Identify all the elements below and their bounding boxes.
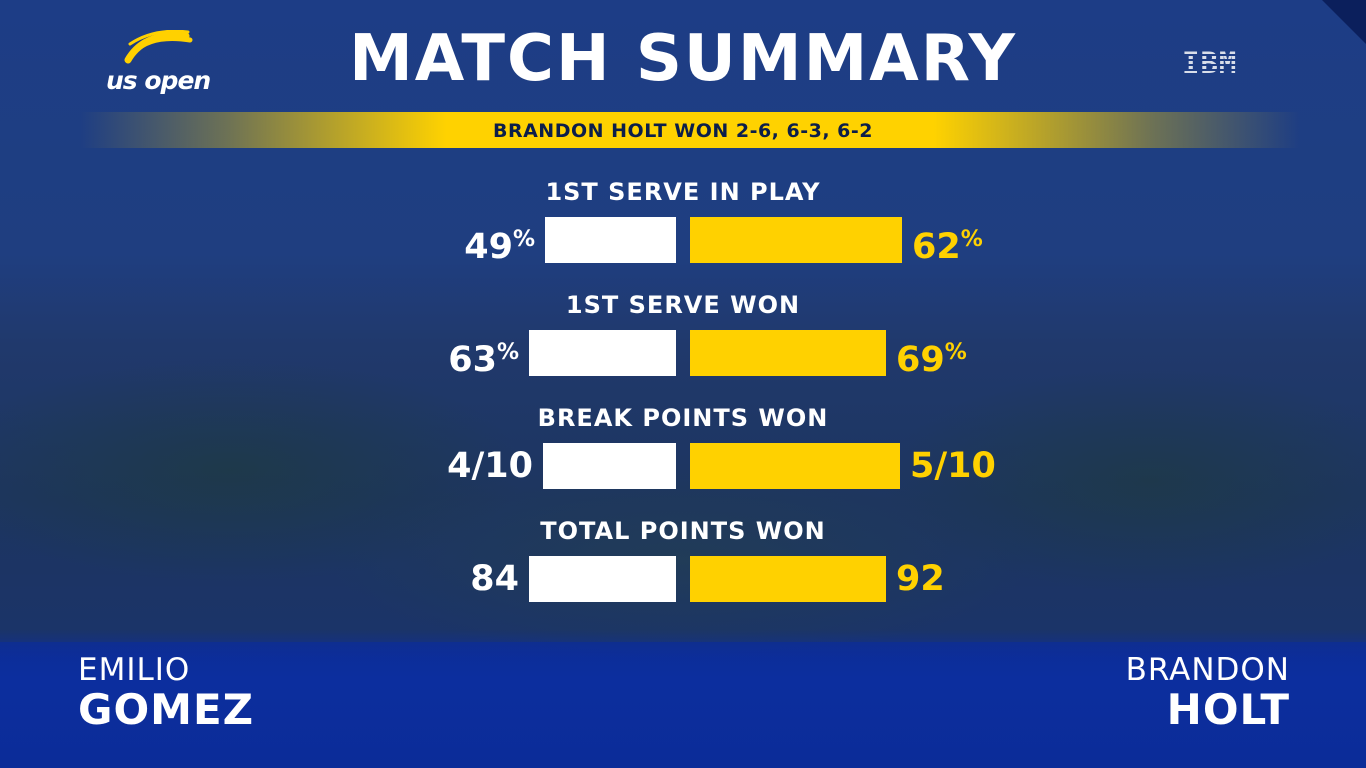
player-right-first-name: BRANDON [1125, 652, 1290, 688]
bar-left [543, 443, 676, 489]
tennis-ball-icon [124, 30, 193, 64]
result-banner-text: BRANDON HOLT WON 2-6, 6-3, 6-2 [492, 120, 874, 142]
bar-right [690, 556, 886, 602]
bar-right [690, 443, 900, 489]
player-left: EMILIO GOMEZ [78, 652, 254, 732]
percent-sign: % [960, 227, 983, 252]
player-right-last-name: HOLT [1166, 685, 1290, 734]
percent-sign: % [496, 340, 519, 365]
value-left-text: 84 [470, 559, 519, 599]
value-left: 4/10 [447, 443, 533, 489]
result-banner [80, 112, 1300, 148]
us-open-logo: us open [106, 30, 216, 100]
value-right-text: 92 [896, 559, 945, 599]
value-right-text: 69 [896, 340, 945, 380]
value-left: 49% [464, 217, 535, 270]
value-right: 69% [896, 330, 967, 383]
value-right-text: 62 [912, 227, 961, 267]
bar-right [690, 330, 886, 376]
bar-left [529, 556, 676, 602]
value-right: 5/10 [910, 443, 996, 489]
stat-label: 1ST SERVE IN PLAY [545, 178, 821, 206]
player-left-first-name: EMILIO [78, 652, 191, 688]
corner-stripe [1322, 0, 1366, 44]
bar-right [690, 217, 902, 263]
value-left: 63% [448, 330, 519, 383]
ibm-logo: IBM [1182, 46, 1256, 80]
value-right-text: 5/10 [910, 446, 996, 486]
player-name-band [0, 642, 1366, 768]
player-right: BRANDON HOLT [1126, 652, 1290, 732]
value-left-text: 4/10 [447, 446, 533, 486]
value-left: 84 [470, 556, 519, 602]
value-right: 92 [896, 556, 945, 602]
percent-sign: % [512, 227, 535, 252]
value-left-text: 63 [448, 340, 497, 380]
value-left-text: 49 [464, 227, 513, 267]
bar-left [529, 330, 676, 376]
stat-label: TOTAL POINTS WON [540, 517, 826, 545]
logo-text: us open [106, 66, 211, 95]
stat-label: BREAK POINTS WON [537, 404, 829, 432]
percent-sign: % [944, 340, 967, 365]
player-left-last-name: GOMEZ [78, 685, 255, 734]
bar-left [545, 217, 676, 263]
page-title: MATCH SUMMARY [349, 22, 1017, 96]
stat-label: 1ST SERVE WON [565, 291, 801, 319]
value-right: 62% [912, 217, 983, 270]
